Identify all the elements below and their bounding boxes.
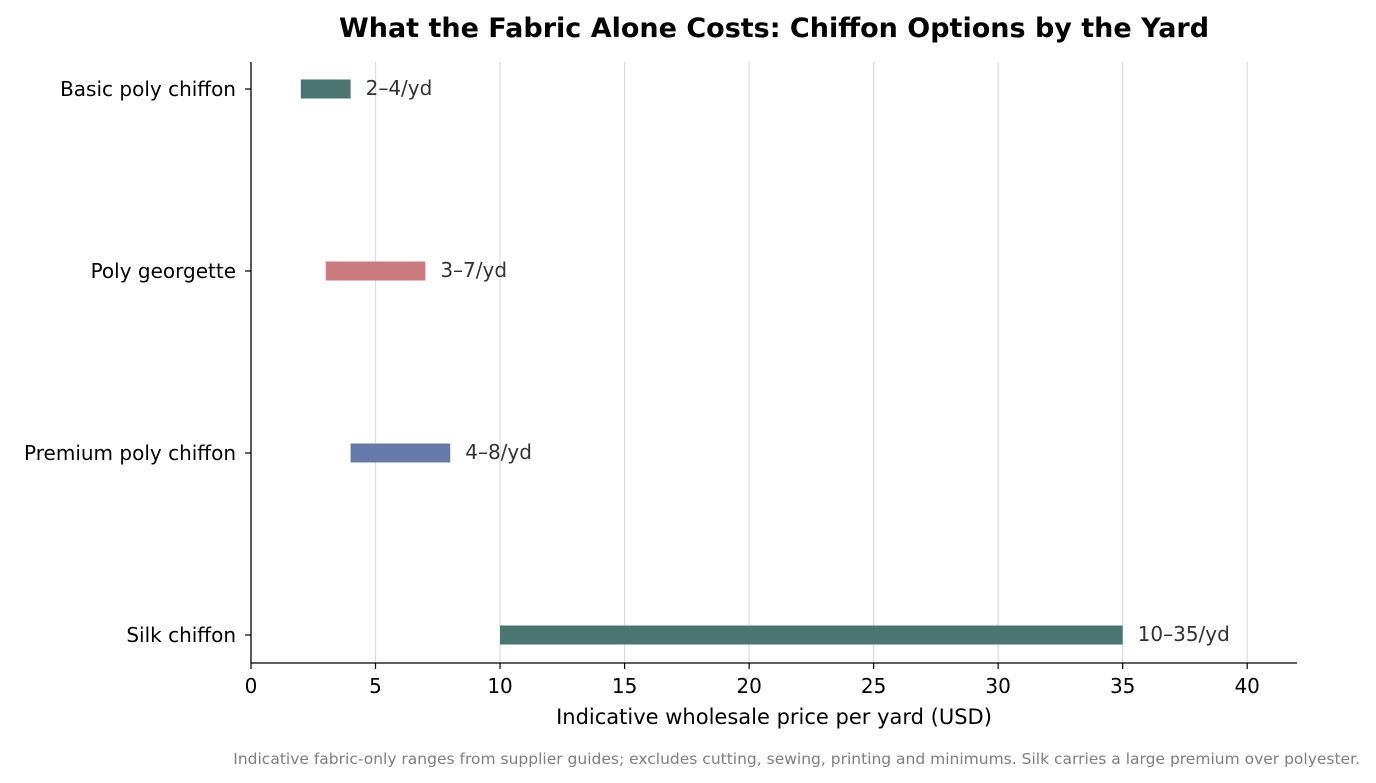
x-tick-label-30: 30 [985, 674, 1010, 698]
y-axis-ticks: Basic poly chiffon Poly georgette Premium … [24, 77, 251, 647]
range-bar [500, 625, 1123, 645]
range-bars: 2–4/yd 3–7/yd 4–8/yd 10–35/yd [300, 76, 1230, 646]
x-tick-label-15: 15 [612, 674, 637, 698]
x-axis-label: Indicative wholesale price per yard (USD… [556, 705, 992, 729]
x-tick-label-35: 35 [1110, 674, 1135, 698]
chart-footnote: Indicative fabric-only ranges from suppl… [233, 750, 1360, 768]
range-bar-label: 2–4/yd [366, 76, 433, 100]
range-bar-label: 4–8/yd [465, 440, 532, 464]
range-bar-label: 3–7/yd [440, 258, 507, 282]
y-tick-label: Silk chiffon [126, 623, 236, 647]
range-bar [300, 79, 351, 99]
x-tick-label-5: 5 [369, 674, 382, 698]
range-bar [325, 261, 426, 281]
y-tick-label: Poly georgette [91, 259, 236, 283]
x-tick-label-20: 20 [736, 674, 761, 698]
chart-title: What the Fabric Alone Costs: Chiffon Opt… [339, 13, 1209, 44]
x-tick-label-25: 25 [861, 674, 886, 698]
range-bar-label: 10–35/yd [1138, 622, 1230, 646]
grid-lines [374, 62, 1248, 663]
x-tick-label-10: 10 [487, 674, 512, 698]
y-tick-label: Basic poly chiffon [60, 77, 236, 101]
x-axis-ticks: 0 5 10 15 20 25 30 35 40 [245, 663, 1260, 698]
y-tick-label: Premium poly chiffon [24, 441, 236, 465]
x-tick-label-40: 40 [1234, 674, 1259, 698]
x-tick-label-0: 0 [245, 674, 258, 698]
range-bar [350, 443, 451, 463]
